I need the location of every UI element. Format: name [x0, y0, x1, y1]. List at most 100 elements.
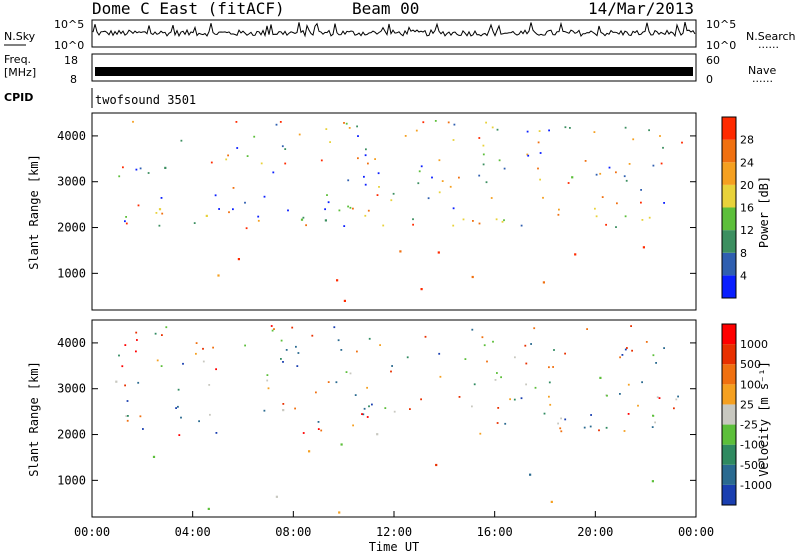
- scatter-cell: [368, 405, 370, 408]
- scatter-cell: [391, 365, 393, 367]
- scatter-cell: [202, 360, 205, 363]
- scatter-cell: [390, 370, 392, 373]
- scatter-cell: [652, 354, 655, 357]
- scatter-cell: [608, 166, 611, 169]
- scatter-cell: [121, 365, 124, 368]
- scatter-cell: [362, 413, 365, 416]
- scatter-cell: [526, 130, 529, 133]
- scatter-cell: [376, 194, 379, 196]
- scatter-cell: [376, 433, 379, 436]
- scatter-cell: [232, 208, 234, 211]
- scatter-cell: [347, 205, 349, 208]
- scatter-cell: [564, 352, 566, 355]
- colorbar-segment: [722, 230, 736, 253]
- noise-tick-left-top: 10^5: [54, 18, 84, 31]
- scatter-cell: [471, 275, 474, 279]
- scatter-cell: [205, 214, 208, 217]
- scatter-cell: [378, 186, 380, 188]
- scatter-cell: [681, 141, 683, 144]
- scatter-cell: [656, 396, 659, 399]
- scatter-cell: [548, 129, 550, 132]
- scatter-cell: [621, 354, 624, 356]
- scatter-cell: [282, 409, 285, 412]
- scatter-cell: [263, 195, 266, 198]
- scatter-cell: [492, 340, 494, 343]
- scatter-cell: [471, 405, 473, 408]
- ytick-label: 4000: [57, 129, 86, 143]
- scatter-cell: [501, 220, 504, 223]
- scatter-cell: [514, 356, 516, 359]
- scatter-cell: [349, 372, 352, 375]
- scatter-cell: [447, 121, 450, 124]
- scatter-cell: [481, 336, 484, 339]
- scatter-cell: [324, 219, 327, 222]
- nave-tick-bottom: 0: [706, 73, 713, 86]
- scatter-cell: [615, 226, 617, 228]
- scatter-cell: [285, 349, 288, 351]
- scatter-cell: [439, 375, 442, 378]
- scatter-cell: [662, 146, 664, 149]
- scatter-cell: [227, 154, 229, 157]
- xtick-label: 04:00: [175, 525, 211, 539]
- scatter-cell: [564, 418, 567, 421]
- nave-dotted-legend: ......: [752, 72, 773, 85]
- scatter-cell: [257, 219, 260, 222]
- scatter-cell: [538, 130, 541, 132]
- scatter-cell: [325, 128, 328, 130]
- scatter-cell: [482, 144, 485, 147]
- freq-panel: Freq. [MHz] 18 8 60 0 Nave ......: [4, 53, 776, 86]
- scatter-cell: [417, 182, 420, 185]
- scatter-cell: [343, 122, 345, 124]
- scatter-cell: [244, 344, 246, 347]
- scatter-cell: [207, 507, 210, 510]
- scatter-cell: [497, 407, 500, 409]
- scatter-cell: [550, 500, 553, 503]
- scatter-cell: [266, 374, 269, 376]
- scatter-cell: [136, 339, 138, 341]
- scatter-cell: [284, 162, 287, 165]
- scatter-cell: [552, 366, 554, 368]
- scatter-cell: [464, 358, 467, 360]
- scatter-cell: [625, 179, 628, 182]
- scatter-cell: [390, 199, 393, 202]
- scatter-cell: [300, 218, 304, 221]
- scatter-cell: [305, 224, 307, 227]
- scatter-cell: [658, 397, 661, 399]
- colorbar-tick-label: 28: [740, 134, 754, 147]
- scatter-cell: [364, 214, 367, 217]
- scatter-cell: [452, 139, 455, 141]
- colorbar-tick-label: -25: [740, 419, 758, 432]
- scatter-cell: [478, 174, 481, 177]
- scatter-cell: [485, 181, 488, 184]
- scatter-cell: [393, 410, 396, 413]
- scatter-cell: [584, 160, 587, 162]
- power-panel: Slant Range [km] 1000 2000 3000 4000 28 24 20…: [27, 112, 771, 311]
- scatter-cell: [280, 339, 283, 342]
- scatter-cell: [122, 166, 124, 169]
- scatter-cell: [356, 125, 358, 128]
- scatter-cell: [161, 334, 163, 336]
- scatter-cell: [406, 356, 409, 359]
- scatter-cell: [496, 128, 499, 131]
- scatter-cell: [142, 428, 144, 430]
- scatter-cell: [427, 197, 430, 200]
- scatter-cell: [557, 422, 559, 425]
- scatter-cell: [297, 352, 300, 354]
- scatter-cell: [569, 127, 571, 129]
- freq-label: Freq.: [4, 53, 31, 66]
- scatter-cell: [441, 180, 444, 182]
- colorbar-segment: [722, 117, 736, 140]
- scatter-cell: [520, 397, 523, 400]
- scatter-cell: [438, 191, 441, 194]
- scatter-cell: [434, 120, 437, 122]
- power-colorbar-label: Power [dB]: [757, 176, 771, 248]
- scatter-cell: [452, 207, 455, 210]
- scatter-cell: [236, 147, 239, 149]
- scatter-cell: [365, 148, 367, 151]
- cpid-text: twofsound 3501: [95, 93, 196, 107]
- scatter-cell: [354, 394, 357, 396]
- scatter-cell: [606, 394, 608, 397]
- velocity-scatter-cells: [115, 325, 679, 514]
- scatter-cell: [589, 425, 592, 428]
- scatter-cell: [232, 187, 235, 189]
